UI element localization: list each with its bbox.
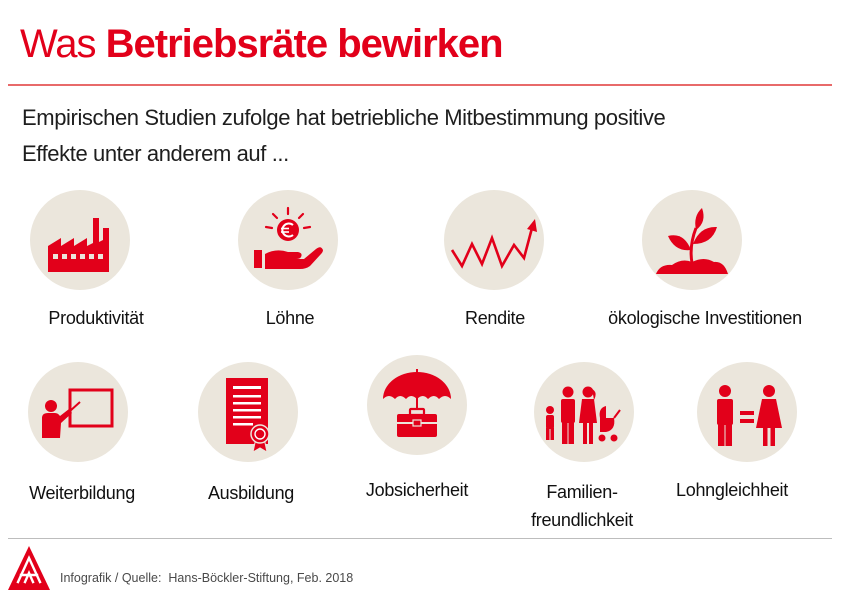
label-familienfreundlichkeit: Familien- freundlichkeit <box>482 478 682 534</box>
label-produktivitaet: Produktivität <box>0 304 196 332</box>
label-line: Weiterbildung <box>29 483 135 503</box>
rising-zigzag-arrow-icon-circle <box>444 190 544 290</box>
teacher-at-board-icon <box>42 388 114 438</box>
seedling-icon <box>656 208 728 274</box>
label-loehne: Löhne <box>190 304 390 332</box>
label-line: Ausbildung <box>207 483 295 503</box>
label-line-1: Familien- <box>546 482 618 502</box>
family-icon-circle <box>534 362 634 462</box>
factory-icon-circle <box>30 190 130 290</box>
factory-icon <box>48 218 109 272</box>
seedling-icon-circle <box>642 190 742 290</box>
rising-zigzag-arrow-icon <box>450 219 537 270</box>
label-line: Jobsicherheit <box>365 480 469 500</box>
intro-line-2: Effekte unter anderem auf ... <box>22 141 289 166</box>
label-line: Löhne <box>265 308 315 328</box>
label-line: ökologische Investitionen <box>608 308 802 328</box>
umbrella-briefcase-icon <box>383 369 451 437</box>
label-oekologische-investitionen: ökologische Investitionen <box>590 304 820 332</box>
label-jobsicherheit: Jobsicherheit <box>317 476 517 504</box>
man-equals-woman-icon <box>717 385 782 446</box>
label-ausbildung: Ausbildung <box>151 479 351 507</box>
source-note: Infografik / Quelle: Hans-Böckler-Stiftu… <box>60 571 354 585</box>
umbrella-briefcase-icon-circle <box>367 355 467 455</box>
certificate-icon-circle <box>198 362 298 462</box>
title-bold: Betriebsräte bewirken <box>105 22 504 66</box>
label-rendite: Rendite <box>395 304 595 332</box>
label-line: Produktivität <box>48 308 144 328</box>
title-light: Was <box>20 22 97 66</box>
label-line: Lohngleichheit <box>676 480 788 500</box>
footer-divider <box>8 538 832 539</box>
man-equals-woman-icon-circle <box>697 362 797 462</box>
label-line: Rendite <box>465 308 525 328</box>
label-lohngleichheit: Lohngleichheit <box>632 476 832 504</box>
title-divider <box>8 84 832 86</box>
label-weiterbildung: Weiterbildung <box>0 479 182 507</box>
intro-text: Empirischen Studien zufolge hat betriebl… <box>22 100 666 172</box>
family-icon <box>546 386 621 444</box>
hand-with-euro-coin-icon-circle <box>238 190 338 290</box>
teacher-at-board-icon-circle <box>28 362 128 462</box>
ig-metall-logo <box>8 546 50 590</box>
intro-line-1: Empirischen Studien zufolge hat betriebl… <box>22 105 666 130</box>
certificate-icon <box>226 378 270 453</box>
page-title: Was Betriebsräte bewirken <box>20 22 504 66</box>
label-line-2: freundlichkeit <box>531 510 633 530</box>
hand-with-euro-coin-icon <box>254 206 323 269</box>
